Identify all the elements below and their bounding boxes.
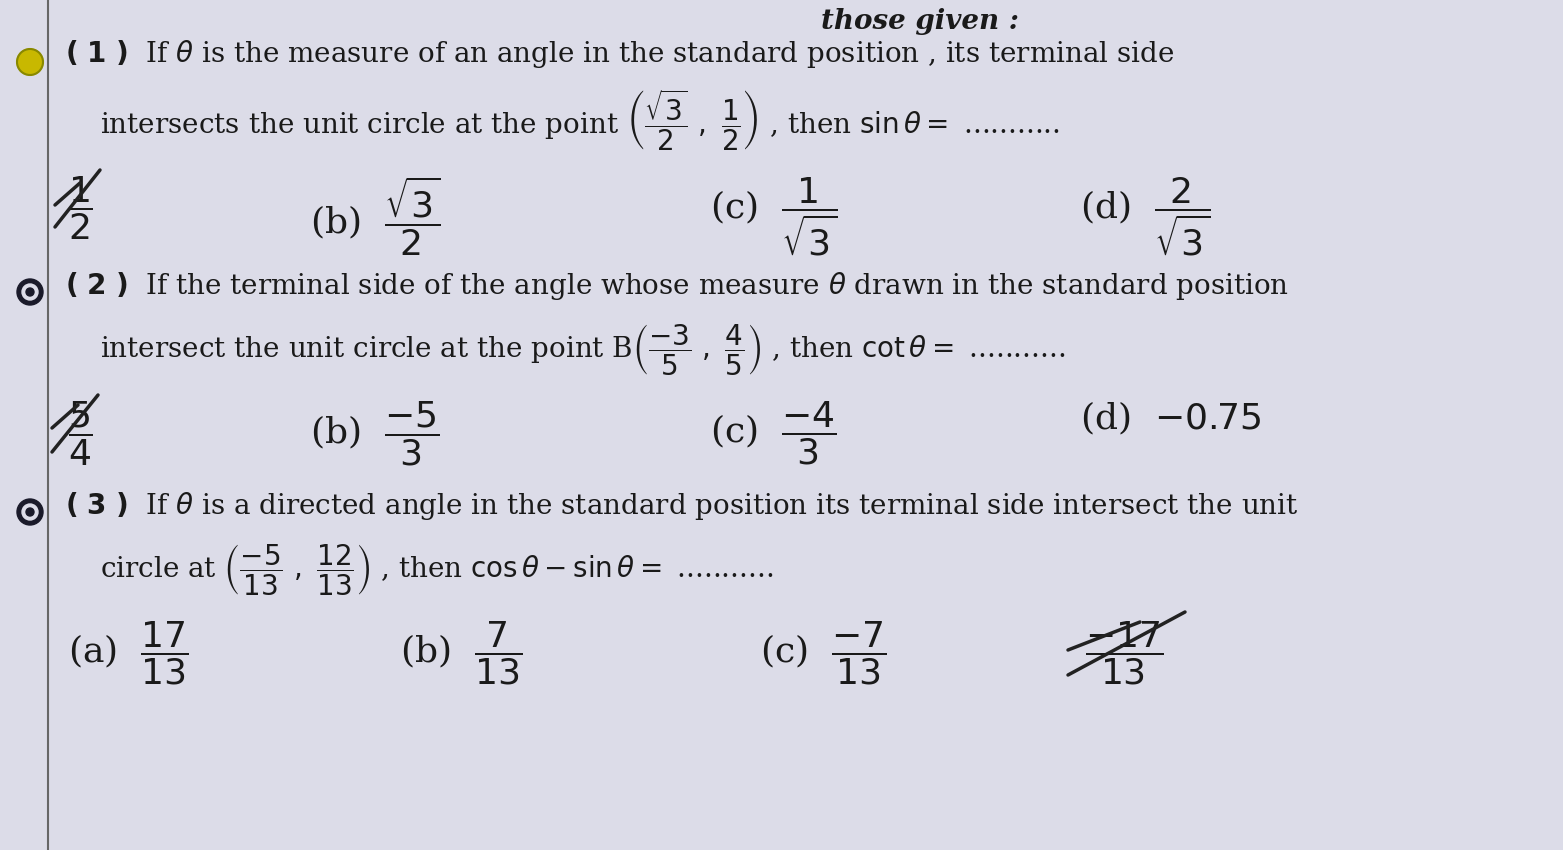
Text: circle at $\left(\dfrac{-5}{13}\ ,\ \dfrac{12}{13}\right)$ , then $\cos\theta - : circle at $\left(\dfrac{-5}{13}\ ,\ \dfr… (100, 542, 774, 597)
Text: those given :: those given : (821, 8, 1019, 35)
Text: $\dfrac{-17}{13}$: $\dfrac{-17}{13}$ (1085, 620, 1163, 688)
Text: (b)  $\dfrac{\sqrt{3}}{2}$: (b) $\dfrac{\sqrt{3}}{2}$ (309, 175, 441, 258)
Circle shape (27, 508, 34, 516)
Circle shape (22, 284, 38, 300)
Circle shape (27, 288, 34, 296)
Text: $\mathbf{(\ 2\ )}$  If the terminal side of the angle whose measure $\theta$ dra: $\mathbf{(\ 2\ )}$ If the terminal side … (66, 270, 1289, 302)
Text: $\mathbf{(\ 1\ )}$  If $\theta$ is the measure of an angle in the standard posit: $\mathbf{(\ 1\ )}$ If $\theta$ is the me… (66, 38, 1174, 70)
Text: (a)  $\dfrac{17}{13}$: (a) $\dfrac{17}{13}$ (69, 620, 189, 688)
Circle shape (17, 279, 44, 305)
Text: intersect the unit circle at the point B$\left(\dfrac{-3}{5}\ ,\ \dfrac{4}{5}\ri: intersect the unit circle at the point B… (100, 322, 1066, 377)
Text: (d)  $-0.75$: (d) $-0.75$ (1080, 400, 1261, 437)
Text: (d)  $\dfrac{2}{\sqrt{3}}$: (d) $\dfrac{2}{\sqrt{3}}$ (1080, 175, 1210, 258)
Text: $\dfrac{1}{2}$: $\dfrac{1}{2}$ (69, 175, 92, 242)
Text: (c)  $\dfrac{-4}{3}$: (c) $\dfrac{-4}{3}$ (710, 400, 836, 468)
Circle shape (17, 49, 44, 75)
Text: (b)  $\dfrac{-5}{3}$: (b) $\dfrac{-5}{3}$ (309, 400, 439, 468)
Text: (c)  $\dfrac{1}{\sqrt{3}}$: (c) $\dfrac{1}{\sqrt{3}}$ (710, 175, 838, 258)
Text: intersects the unit circle at the point $\left(\dfrac{\sqrt{3}}{2}\ ,\ \dfrac{1}: intersects the unit circle at the point … (100, 88, 1060, 153)
Circle shape (17, 499, 44, 525)
Text: (b)  $\dfrac{7}{13}$: (b) $\dfrac{7}{13}$ (400, 620, 522, 688)
Text: (c)  $\dfrac{-7}{13}$: (c) $\dfrac{-7}{13}$ (760, 620, 886, 688)
Circle shape (22, 504, 38, 520)
Text: $\mathbf{(\ 3\ )}$  If $\theta$ is a directed angle in the standard position its: $\mathbf{(\ 3\ )}$ If $\theta$ is a dire… (66, 490, 1299, 522)
Text: $\dfrac{5}{4}$: $\dfrac{5}{4}$ (69, 400, 92, 468)
